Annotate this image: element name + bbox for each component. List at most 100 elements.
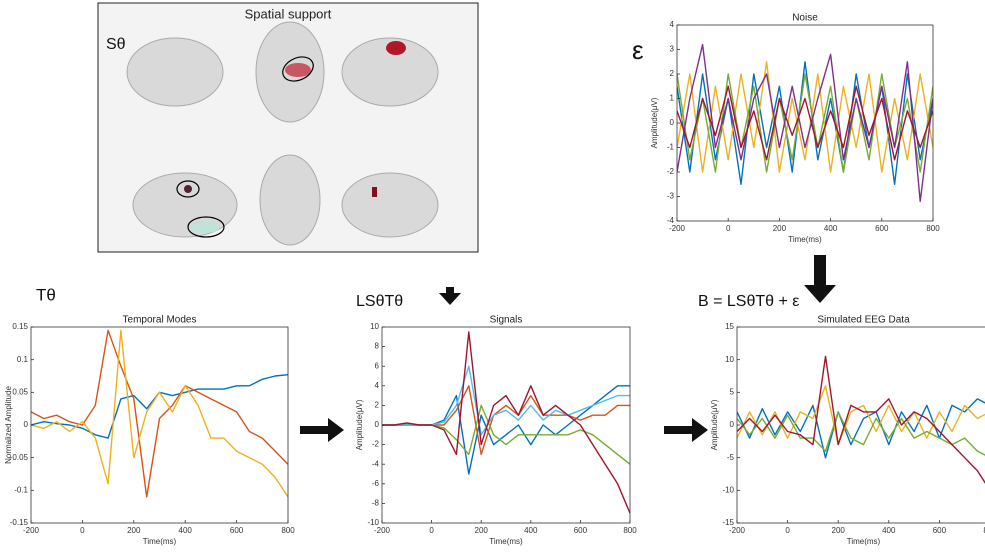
y-tick-label: -2	[372, 440, 380, 449]
y-tick-label: 10	[370, 322, 379, 331]
y-tick-label: 0.1	[17, 355, 29, 364]
x-tick-label: 200	[127, 526, 141, 535]
highlight-ring	[187, 216, 225, 238]
spatial-support-panel: Spatial support Sθ	[97, 2, 479, 253]
arrow-down	[804, 255, 836, 303]
series-line	[31, 374, 288, 439]
y-tick-label: -6	[372, 479, 380, 488]
series-line	[737, 398, 985, 459]
x-tick-label: 400	[179, 526, 193, 535]
x-axis-label: Time(ms)	[143, 537, 177, 546]
x-tick-label: 0	[785, 526, 790, 535]
chart-label: ε	[632, 35, 644, 65]
x-tick-label: 400	[524, 526, 538, 535]
y-tick-label: -0.05	[10, 453, 29, 462]
brain	[132, 172, 238, 238]
y-tick-label: 0.15	[12, 322, 28, 331]
y-tick-label: -4	[667, 216, 675, 225]
brain	[341, 172, 439, 238]
series-line	[677, 61, 933, 185]
series-group	[737, 355, 985, 484]
y-tick-label: 4	[670, 20, 675, 29]
y-tick-label: -1	[667, 143, 675, 152]
x-tick-label: 800	[926, 224, 940, 233]
y-tick-label: 4	[375, 381, 380, 390]
y-tick-label: -2	[667, 167, 675, 176]
activation	[372, 187, 377, 197]
y-axis-label: Amplitude(μV)	[650, 97, 659, 148]
y-axis-label: Amplitude(μV)	[710, 399, 719, 450]
y-tick-label: 5	[730, 387, 735, 396]
arrow-right	[664, 418, 708, 442]
series-line	[31, 329, 288, 498]
arrows	[300, 255, 836, 442]
y-axis-label: Amplitude(μV)	[355, 399, 364, 450]
highlight-ring	[282, 56, 314, 82]
chart-title: Signals	[490, 315, 523, 326]
y-tick-label: 0	[730, 420, 735, 429]
chart-title: Simulated EEG Data	[817, 315, 910, 326]
chart: Tθ Temporal Modes Time(ms) Normalized Ampli…	[4, 285, 295, 546]
activation	[386, 41, 406, 55]
series-group	[382, 331, 630, 514]
chart-label: B = LSθTθ + ε	[698, 293, 799, 310]
highlight-ring	[176, 180, 200, 198]
series-line	[737, 355, 985, 484]
panel-label: Sθ	[106, 36, 126, 53]
panel-title: Spatial support	[245, 6, 332, 21]
series-line	[31, 329, 288, 498]
x-tick-label: 400	[824, 224, 838, 233]
activation	[190, 221, 220, 233]
x-tick-label: 800	[623, 526, 637, 535]
x-tick-label: 800	[281, 526, 295, 535]
brain	[126, 37, 224, 107]
series-line	[382, 331, 630, 514]
y-tick-label: -4	[372, 459, 380, 468]
brain-images	[126, 21, 439, 246]
series-line	[677, 73, 933, 173]
x-tick-label: 800	[983, 526, 985, 535]
chart: B = LSθTθ + ε Simulated EEG Data Time(ms) A…	[698, 293, 985, 546]
y-tick-label: 0	[24, 420, 29, 429]
y-tick-label: -0.1	[14, 485, 28, 494]
chart-label: Tθ	[36, 285, 56, 304]
arrow-down	[439, 287, 461, 305]
y-tick-label: -15	[722, 518, 734, 527]
y-tick-label: 10	[725, 355, 734, 364]
x-tick-label: 600	[230, 526, 244, 535]
series-group	[31, 329, 288, 498]
series-line	[677, 43, 933, 203]
y-tick-label: 0	[670, 118, 675, 127]
y-tick-label: -10	[367, 518, 379, 527]
y-tick-label: -10	[722, 485, 734, 494]
x-tick-label: -200	[374, 526, 391, 535]
series-line	[382, 385, 630, 475]
y-tick-label: -8	[372, 499, 380, 508]
y-tick-label: 2	[670, 69, 675, 78]
x-tick-label: -200	[729, 526, 746, 535]
x-tick-label: 400	[882, 526, 896, 535]
series-group	[677, 43, 933, 203]
x-tick-label: -200	[23, 526, 40, 535]
x-tick-label: 600	[933, 526, 947, 535]
activation	[285, 63, 311, 77]
x-tick-label: 0	[80, 526, 85, 535]
y-tick-label: 1	[670, 94, 675, 103]
axes-box	[676, 24, 934, 222]
x-tick-label: 200	[832, 526, 846, 535]
activation	[184, 185, 192, 193]
y-axis-label: Normalized Amplitude	[4, 386, 13, 464]
brain	[259, 154, 321, 246]
x-tick-label: 200	[773, 224, 787, 233]
x-axis-label: Time(ms)	[788, 235, 822, 244]
x-axis-label: Time(ms)	[489, 537, 523, 546]
y-tick-label: 0	[375, 420, 380, 429]
x-tick-label: 600	[875, 224, 889, 233]
x-tick-label: 600	[574, 526, 588, 535]
x-tick-label: 0	[429, 526, 434, 535]
arrow-right	[300, 418, 344, 442]
x-axis-label: Time(ms)	[847, 537, 881, 546]
y-tick-label: 8	[375, 342, 380, 351]
